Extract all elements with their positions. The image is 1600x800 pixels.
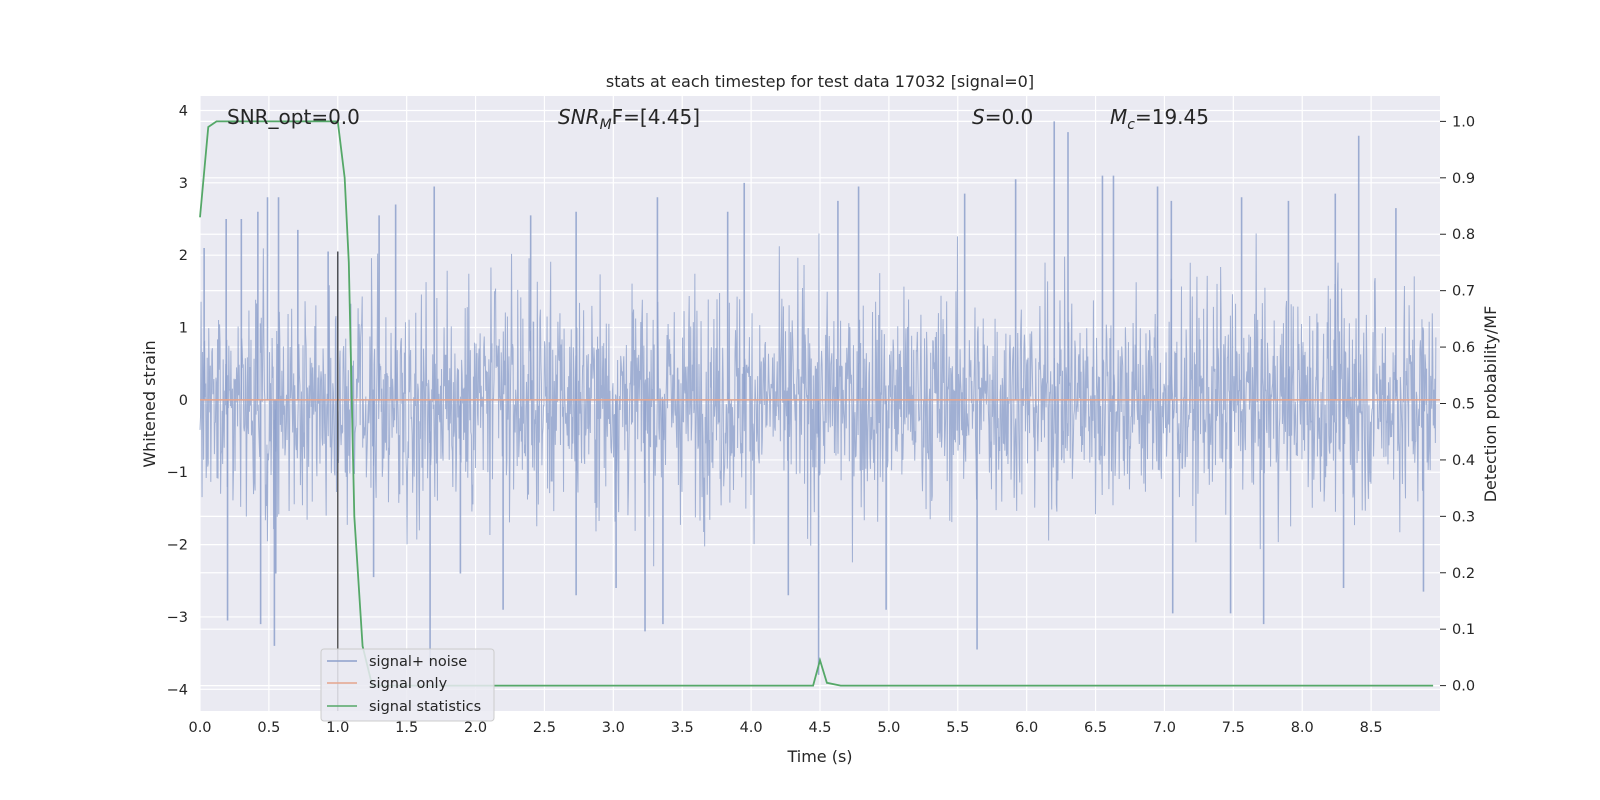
mc-rest: =19.45 <box>1135 105 1209 129</box>
x-tick-label: 7.0 <box>1153 720 1176 736</box>
mc-sub: c <box>1127 117 1135 133</box>
legend-label-signal-only: signal only <box>369 676 448 692</box>
x-tick-label: 1.0 <box>326 720 349 736</box>
x-tick-label: 0.0 <box>188 720 211 736</box>
y2-tick-label: 0.1 <box>1452 622 1475 638</box>
x-tick-label: 3.5 <box>671 720 694 736</box>
annotation-mc: Mc=19.45 <box>1110 105 1209 133</box>
x-tick-label: 4.5 <box>808 720 831 736</box>
x-tick-label: 4.0 <box>740 720 763 736</box>
y-tick-label: 0 <box>179 393 188 409</box>
y2-tick-label: 0.6 <box>1452 340 1475 356</box>
y2-ticks: 1.0 0.9 0.8 0.7 0.6 0.5 0.4 0.3 0.2 0.1 0.0 <box>1440 114 1475 695</box>
y2-tick-label: 0.9 <box>1452 171 1475 187</box>
y2-tick-label: 0.7 <box>1452 284 1475 300</box>
y2-tick-label: 0.0 <box>1452 679 1475 695</box>
legend-label-signal-statistics: signal statistics <box>369 699 481 715</box>
y2-axis-label: Detection probability/MF <box>1481 306 1500 503</box>
x-tick-label: 0.5 <box>257 720 280 736</box>
s-stat-rest: =0.0 <box>985 105 1034 129</box>
annotation-snr-mf: SNRMF=[4.45] <box>558 105 700 133</box>
x-tick-label: 8.5 <box>1360 720 1383 736</box>
y2-tick-label: 0.8 <box>1452 227 1475 243</box>
x-tick-label: 2.0 <box>464 720 487 736</box>
y2-tick-label: 0.2 <box>1452 566 1475 582</box>
signal-statistics-line <box>199 120 1434 687</box>
x-tick-label: 8.0 <box>1291 720 1314 736</box>
y-tick-label: −1 <box>167 465 188 481</box>
annotation-snr-opt: SNR_opt=0.0 <box>227 105 360 129</box>
series-signal-noise <box>199 121 1437 675</box>
x-ticks: 0.0 0.5 1.0 1.5 2.0 2.5 3.0 3.5 4.0 4.5 5.0 5.5 6.0 6… <box>188 720 1382 736</box>
grid <box>199 96 1440 711</box>
y-tick-label: −2 <box>167 538 188 554</box>
y-axis-label: Whitened strain <box>140 340 159 467</box>
legend-label-signal-noise: signal+ noise <box>369 654 467 670</box>
y-tick-label: 3 <box>179 176 188 192</box>
legend-box <box>320 648 495 722</box>
x-tick-label: 6.0 <box>1015 720 1038 736</box>
y2-tick-label: 0.3 <box>1452 509 1475 525</box>
series-lines <box>199 120 1440 711</box>
x-tick-label: 6.5 <box>1084 720 1107 736</box>
x-tick-label: 5.0 <box>877 720 900 736</box>
y-tick-label: −3 <box>167 610 188 626</box>
snr-mf-rest: F=[4.45] <box>612 105 700 129</box>
y2-tick-label: 1.0 <box>1452 114 1475 130</box>
y2-tick-label: 0.4 <box>1452 453 1475 469</box>
y-tick-label: 4 <box>179 103 188 119</box>
x-tick-label: 3.0 <box>602 720 625 736</box>
x-axis-label: Time (s) <box>786 747 852 766</box>
legend: signal+ noise signal only signal statist… <box>320 648 495 722</box>
x-tick-label: 5.5 <box>946 720 969 736</box>
y-tick-label: 1 <box>179 321 188 337</box>
y-tick-label: −4 <box>167 682 188 698</box>
snr-mf-sub: M <box>600 117 612 133</box>
y-ticks: 4 3 2 1 0 −1 −2 −3 −4 <box>167 103 188 698</box>
chart-title: stats at each timestep for test data 170… <box>606 72 1034 91</box>
x-tick-label: 2.5 <box>533 720 556 736</box>
y2-tick-label: 0.5 <box>1452 397 1475 413</box>
annotation-s-stat: S=0.0 <box>972 105 1033 129</box>
mc-sym: M <box>1110 105 1127 129</box>
y-tick-label: 2 <box>179 248 188 264</box>
x-tick-label: 1.5 <box>395 720 418 736</box>
x-tick-label: 7.5 <box>1222 720 1245 736</box>
s-stat-sym: S <box>972 105 985 129</box>
snr-mf-base: SNR <box>558 105 600 129</box>
